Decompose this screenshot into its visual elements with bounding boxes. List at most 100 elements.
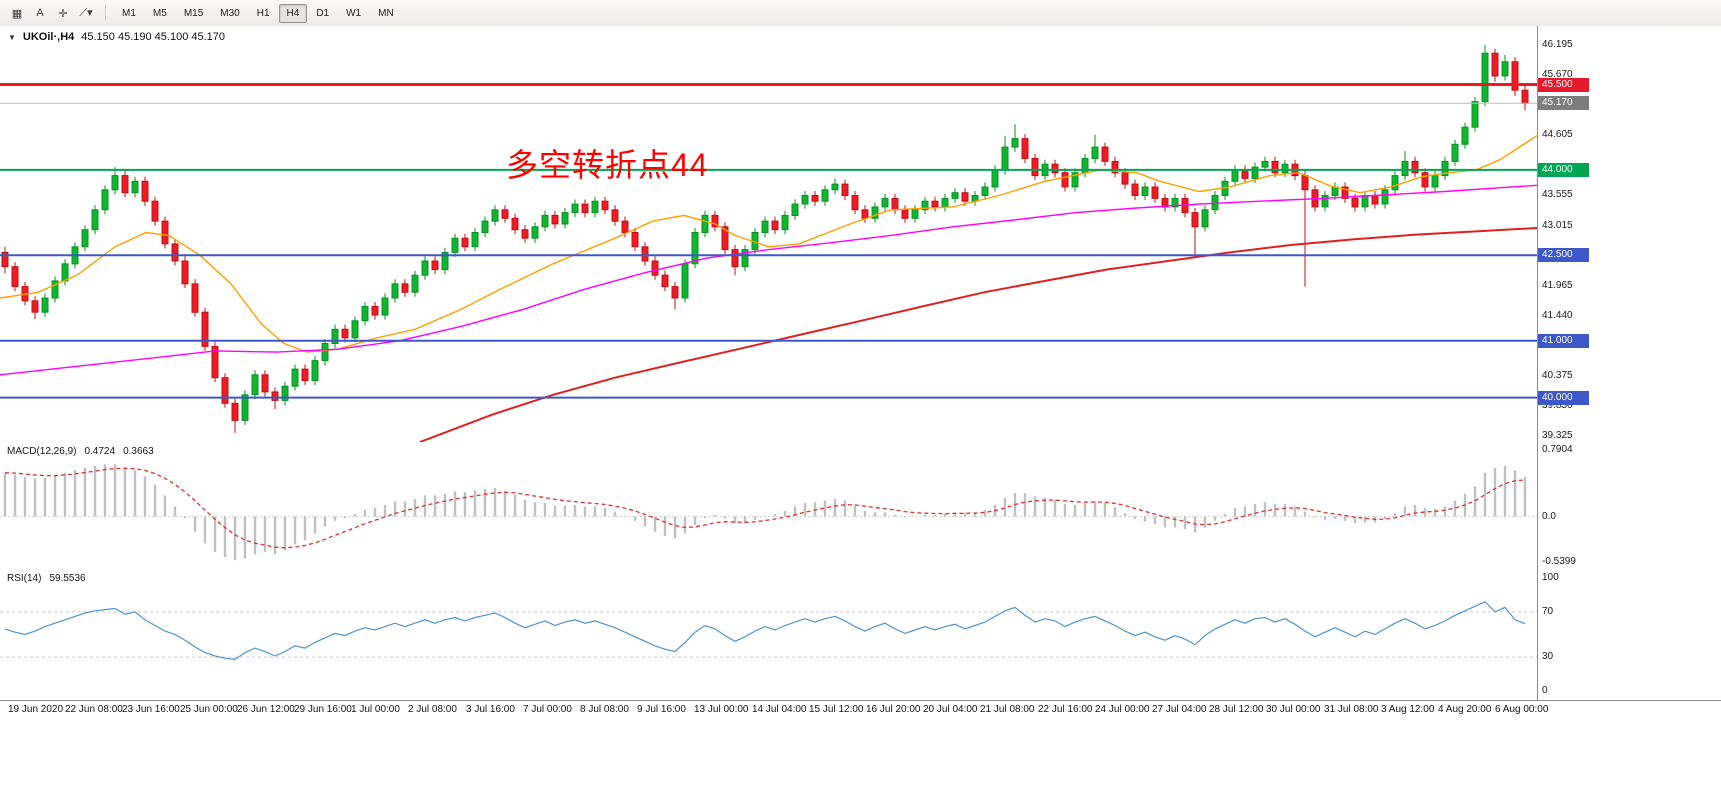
price-axis[interactable]: 46.195 45.670 44.605 43.555 43.015 41.965 41.4… bbox=[1537, 26, 1721, 700]
timeframe-button-mn[interactable]: MN bbox=[378, 7, 394, 19]
ohlc-readout: 45.150 45.190 45.100 45.170 bbox=[81, 31, 226, 43]
candle-body bbox=[811, 195, 819, 202]
time-label: 13 Jul 00:00 bbox=[694, 704, 749, 715]
rsi-panel[interactable]: RSI(14) 59.5536 bbox=[0, 570, 1721, 700]
candle-body bbox=[181, 260, 189, 285]
candle-body bbox=[81, 229, 89, 248]
time-label: 1 Jul 00:00 bbox=[351, 704, 400, 715]
candle-body bbox=[211, 345, 219, 379]
candle-body bbox=[1391, 175, 1399, 191]
candle-body bbox=[1021, 138, 1029, 159]
rsi-canvas[interactable] bbox=[0, 570, 1537, 699]
candle-body bbox=[1331, 186, 1339, 196]
candle-body bbox=[1371, 195, 1379, 205]
candle-body bbox=[1301, 175, 1309, 191]
candle-body bbox=[881, 197, 889, 208]
time-label: 9 Jul 16:00 bbox=[637, 704, 686, 715]
time-label: 22 Jun 08:00 bbox=[65, 704, 123, 715]
candle-body bbox=[1421, 172, 1429, 188]
candle-body bbox=[1011, 138, 1019, 148]
rsi-line bbox=[4, 600, 1526, 661]
candle-body bbox=[381, 297, 389, 316]
candle-body bbox=[371, 306, 379, 316]
price-badge-45.500: 45.500 bbox=[1538, 78, 1589, 92]
timeframe-button-m30[interactable]: M30 bbox=[220, 7, 240, 19]
candle-body bbox=[631, 232, 639, 248]
candle-body bbox=[1451, 143, 1459, 162]
candle-body bbox=[291, 368, 299, 387]
candle-body bbox=[1241, 169, 1249, 179]
candle-body bbox=[691, 232, 699, 265]
macd-axis-tick: 0.0 bbox=[1542, 511, 1556, 522]
price-chart-panel[interactable]: ▼ UKOil·,H4 45.150 45.190 45.100 45.170 … bbox=[0, 26, 1721, 444]
candle-body bbox=[141, 180, 149, 202]
candle-body bbox=[991, 169, 999, 188]
candle-body bbox=[1321, 195, 1329, 208]
candle-body bbox=[401, 283, 409, 293]
candle-body bbox=[491, 209, 499, 222]
candle-body bbox=[261, 374, 269, 393]
candle-body bbox=[571, 203, 579, 214]
candle-body bbox=[1431, 175, 1439, 188]
crosshair-tool-icon[interactable]: ✛ bbox=[58, 7, 68, 20]
ma-line-mid bbox=[0, 184, 1537, 376]
timeframe-button-m15[interactable]: M15 bbox=[183, 7, 204, 19]
price-tick: 41.965 bbox=[1542, 280, 1573, 291]
time-label: 28 Jul 12:00 bbox=[1209, 704, 1264, 715]
candle-body bbox=[301, 368, 309, 382]
timeframe-button-m1[interactable]: M1 bbox=[122, 7, 136, 19]
candle-body bbox=[511, 217, 519, 231]
timeframe-button-d1[interactable]: D1 bbox=[316, 7, 330, 19]
time-axis[interactable]: 19 Jun 2020 22 Jun 08:00 23 Jun 16:00 25 Ju… bbox=[0, 700, 1721, 719]
candle-body bbox=[721, 226, 729, 251]
time-label: 25 Jun 00:00 bbox=[180, 704, 238, 715]
candle-body bbox=[1, 251, 9, 268]
macd-canvas[interactable] bbox=[0, 443, 1537, 569]
time-label: 15 Jul 12:00 bbox=[809, 704, 864, 715]
candle-body bbox=[601, 200, 609, 211]
candle-body bbox=[1131, 183, 1139, 197]
time-label: 7 Jul 00:00 bbox=[523, 704, 572, 715]
timeframe-button-w1[interactable]: W1 bbox=[346, 7, 362, 19]
candle-body bbox=[481, 220, 489, 234]
macd-axis-tick: -0.5399 bbox=[1542, 556, 1576, 567]
timeframe-button-m5[interactable]: M5 bbox=[152, 7, 167, 19]
price-chart-canvas[interactable] bbox=[0, 26, 1537, 442]
time-label: 31 Jul 08:00 bbox=[1324, 704, 1379, 715]
candle-body bbox=[561, 212, 569, 225]
candle-body bbox=[841, 183, 849, 197]
candle-body bbox=[941, 197, 949, 208]
text-label-tool-icon[interactable]: A bbox=[36, 7, 44, 19]
timeframe-button-h1[interactable]: H1 bbox=[256, 7, 270, 19]
candle-body bbox=[1091, 146, 1099, 159]
candle-body bbox=[1171, 197, 1179, 208]
time-label: 6 Aug 00:00 bbox=[1495, 704, 1549, 715]
candle-body bbox=[241, 394, 249, 421]
candle-body bbox=[621, 220, 629, 234]
draw-tools-icon[interactable]: ⟋▾ bbox=[79, 7, 93, 19]
timeframe-button-h4[interactable]: H4 bbox=[278, 3, 308, 23]
candle-body bbox=[1031, 158, 1039, 177]
candle-body bbox=[1071, 172, 1079, 188]
candle-body bbox=[311, 360, 319, 382]
candle-body bbox=[761, 220, 769, 234]
chart-cursor-icon[interactable]: ▦ bbox=[11, 7, 23, 20]
candle-body bbox=[11, 266, 19, 288]
candle-body bbox=[551, 214, 559, 225]
macd-signal-value: 0.3663 bbox=[123, 446, 154, 457]
candle-body bbox=[891, 197, 899, 211]
one-click-trading-arrow-icon[interactable]: ▼ bbox=[8, 32, 16, 42]
candle-body bbox=[391, 283, 399, 299]
candle-body bbox=[471, 232, 479, 248]
macd-panel[interactable]: MACD(12,26,9) 0.4724 0.3663 bbox=[0, 443, 1721, 571]
candle-body bbox=[1121, 172, 1129, 185]
candle-body bbox=[451, 237, 459, 253]
rsi-axis-tick: 0 bbox=[1542, 685, 1548, 696]
annotation-text[interactable]: 多空转折点44 bbox=[506, 147, 709, 183]
candle-body bbox=[461, 237, 469, 248]
ma-line-slow bbox=[419, 227, 1537, 442]
rsi-axis-tick: 30 bbox=[1542, 651, 1554, 662]
candle-body bbox=[901, 209, 909, 219]
candle-body bbox=[1141, 186, 1149, 196]
candle-body bbox=[711, 214, 719, 228]
